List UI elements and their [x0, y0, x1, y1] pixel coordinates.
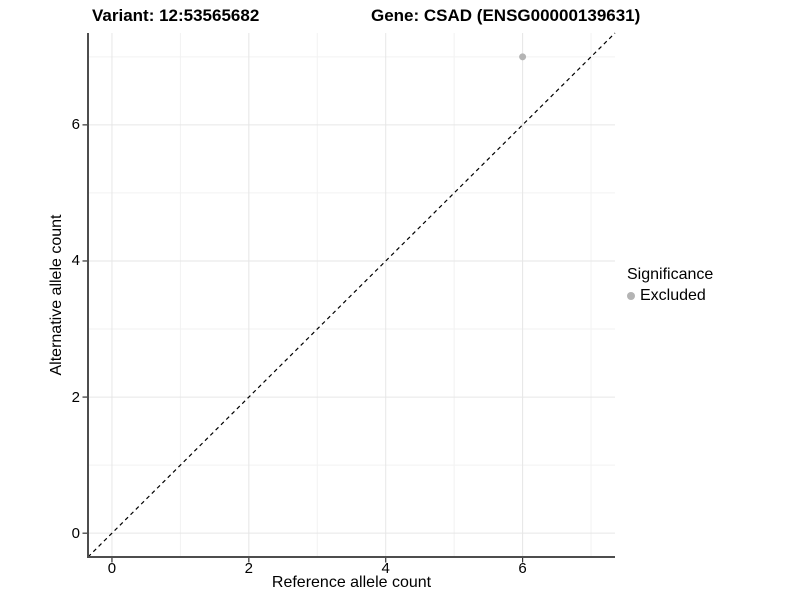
- legend-entry-label: Excluded: [640, 287, 706, 304]
- y-axis-label: Alternative allele count: [48, 214, 65, 376]
- y-tick-label: 4: [71, 252, 80, 270]
- legend-entry: Excluded: [627, 287, 713, 305]
- x-tick-label: 2: [244, 560, 253, 577]
- legend-entries: Excluded: [627, 287, 713, 305]
- y-tick-label: 2: [71, 388, 80, 406]
- y-tick-label: 6: [71, 116, 80, 134]
- major-gridlines: [88, 33, 615, 557]
- legend: Significance Excluded: [627, 266, 713, 305]
- x-tick-label: 4: [381, 560, 390, 577]
- x-axis-label: Reference allele count: [271, 574, 432, 591]
- y-tick-label: 0: [71, 524, 80, 542]
- data-point: [519, 53, 527, 61]
- tick-marks: [82, 124, 524, 563]
- minor-gridlines: [88, 33, 615, 557]
- legend-title: Significance: [627, 266, 714, 283]
- variant-title: Variant: 12:53565682: [92, 6, 260, 25]
- data-points: [519, 53, 527, 61]
- x-tick-label: 6: [518, 560, 527, 577]
- x-tick-label: 0: [107, 560, 117, 577]
- gene-title: Gene: CSAD (ENSG00000139631): [371, 6, 641, 25]
- identity-line: [87, 32, 616, 558]
- axis-lines: [87, 33, 615, 558]
- legend-key-dot-icon: [627, 292, 635, 300]
